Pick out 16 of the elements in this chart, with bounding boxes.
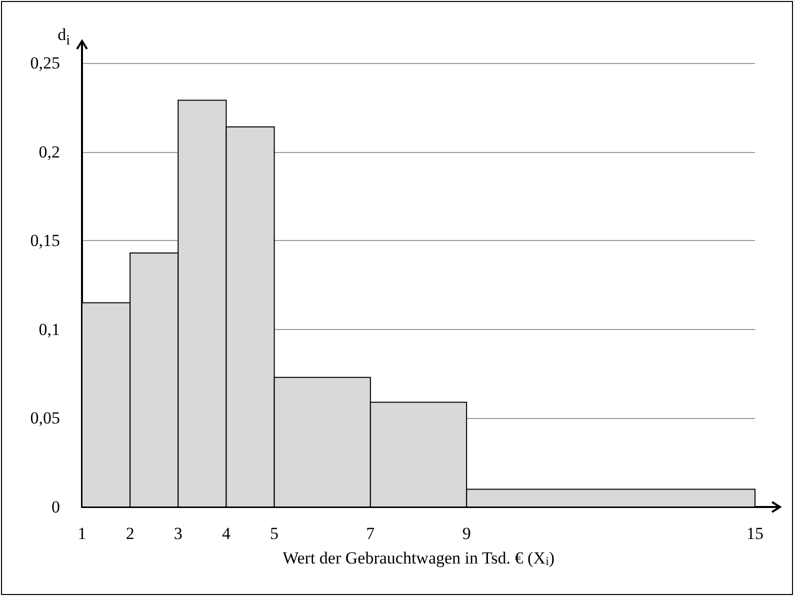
x-tick-label: 5 xyxy=(270,524,279,543)
x-tick-label: 1 xyxy=(78,524,86,543)
y-tick-label: 0,1 xyxy=(38,320,60,339)
y-tick-label: 0,15 xyxy=(30,231,60,250)
x-axis-title: Wert der Gebrauchtwagen in Tsd. € (Xi) xyxy=(282,548,555,568)
y-axis-title: d$_{i}$ xyxy=(58,25,70,50)
x-tick-label: 2 xyxy=(126,524,134,543)
x-tick-label: 9 xyxy=(462,524,471,543)
y-tick-label: 0,05 xyxy=(30,408,60,428)
x-tick-label: 4 xyxy=(222,524,231,543)
x-tick-label: 3 xyxy=(174,524,182,543)
y-tick-label: 0 xyxy=(52,498,60,516)
x-tick-label: 7 xyxy=(366,524,376,543)
x-tick-label: 15 xyxy=(746,524,764,543)
y-tick-label: 0,2 xyxy=(38,142,60,162)
y-tick-label: 0,25 xyxy=(30,54,60,72)
